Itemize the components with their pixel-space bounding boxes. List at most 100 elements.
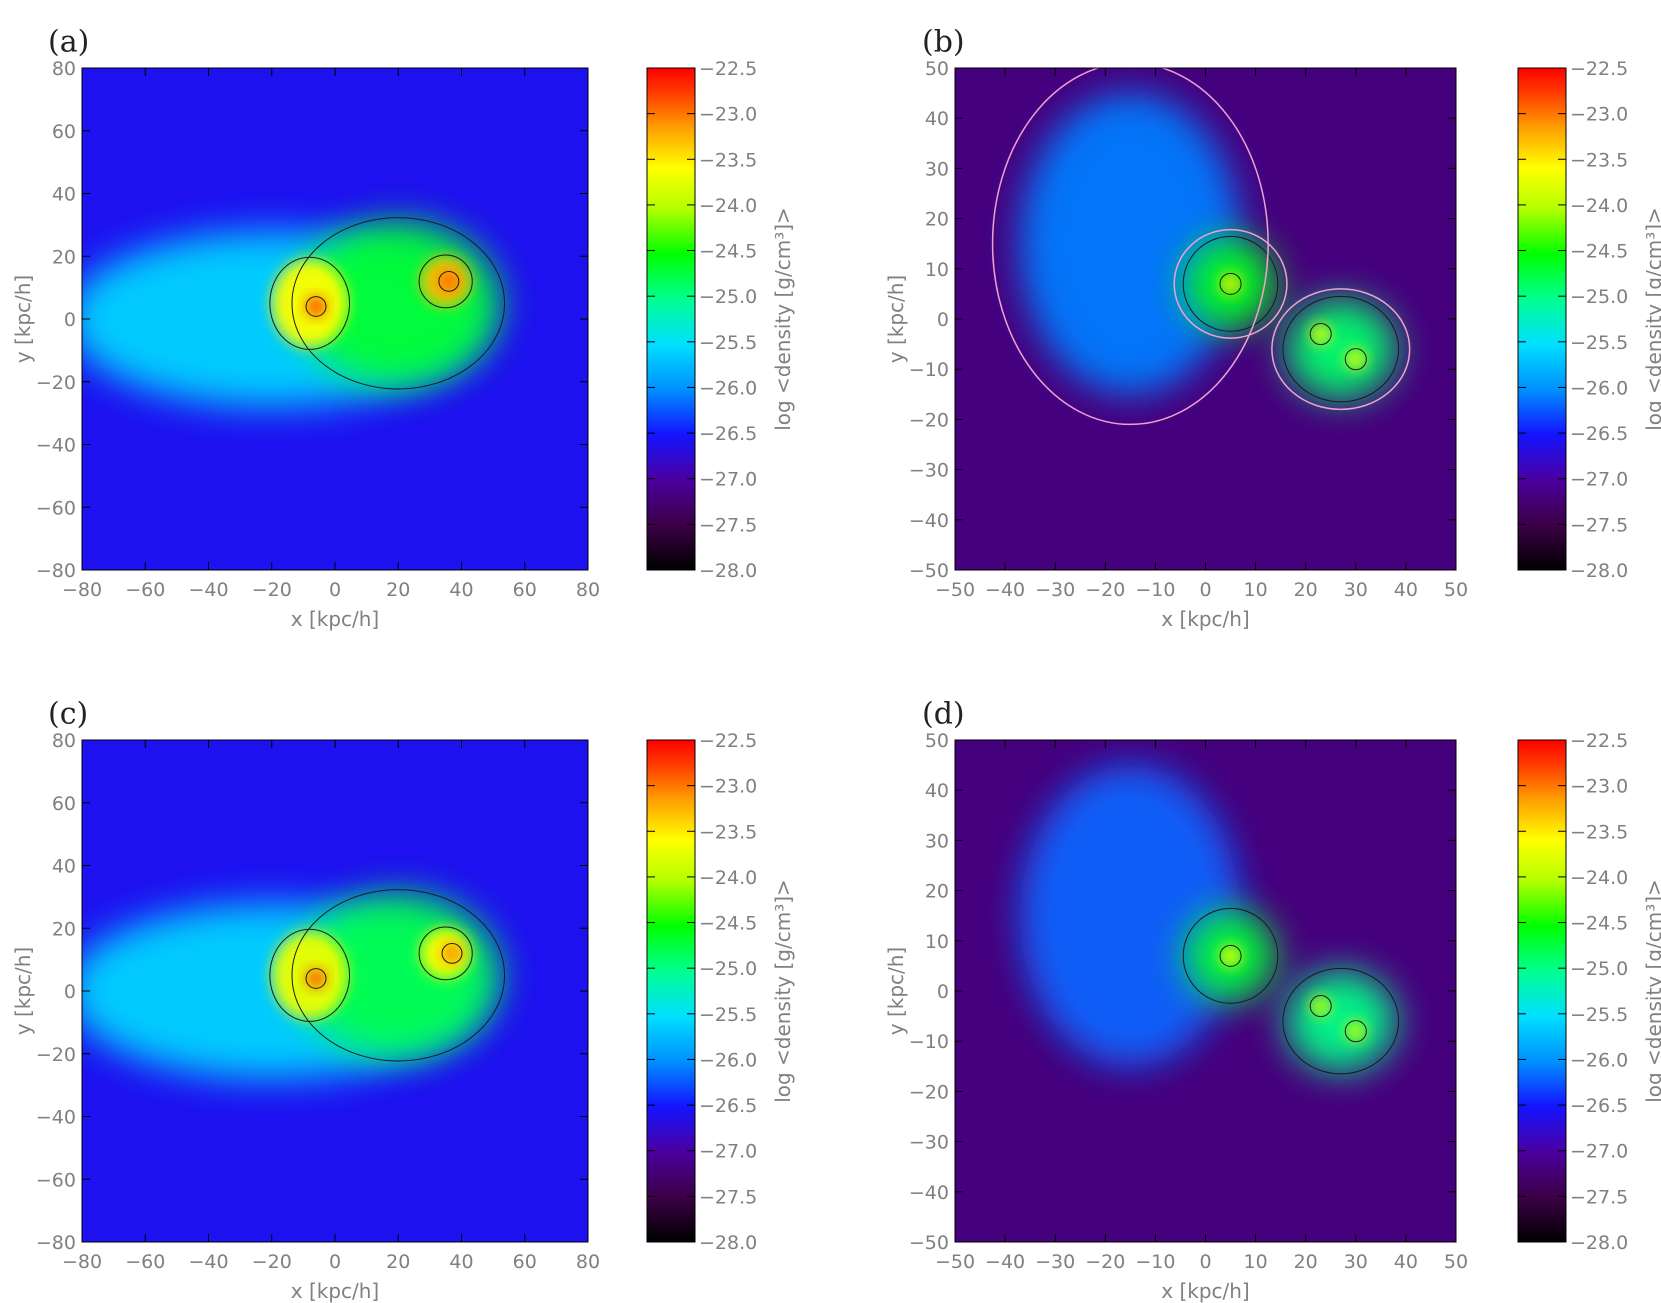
- colorbar-tick-label: −26.5: [699, 423, 757, 445]
- x-tick-label: 40: [449, 579, 473, 601]
- density-blob: [439, 271, 459, 291]
- x-axis-label: x [kpc/h]: [291, 607, 380, 631]
- pink-contour: [1271, 288, 1411, 411]
- y-tick-label: −50: [909, 560, 949, 582]
- colorbar-tick-label: −24.0: [699, 867, 757, 889]
- colorbar-tick-label: −25.0: [699, 286, 757, 308]
- x-tick-label: −40: [985, 1251, 1025, 1273]
- y-axis-label: y [kpc/h]: [884, 275, 908, 364]
- x-tick-label: 40: [1394, 579, 1418, 601]
- x-tick-label: 40: [1394, 1251, 1418, 1273]
- x-tick-label: 30: [1344, 579, 1368, 601]
- density-contour: [418, 926, 473, 981]
- density-blob: [1310, 324, 1331, 345]
- x-tick-label: −20: [252, 579, 292, 601]
- x-tick-label: 40: [449, 1251, 473, 1273]
- panel-d: (d) −50 −40 −30 −20 −10 0 10 20 30 40 50 −50 −40 −30 −2…: [884, 697, 1661, 1303]
- density-contour: [1282, 967, 1400, 1075]
- x-tick-label: 20: [1294, 1251, 1318, 1273]
- density-contour: [305, 968, 327, 989]
- colorbar-tick-label: −26.0: [1570, 1049, 1628, 1071]
- colorbar-tick-label: −23.0: [1570, 104, 1628, 126]
- density-contour: [291, 889, 506, 1062]
- colorbar-tick-label: −24.5: [699, 913, 757, 935]
- y-axis-label: y [kpc/h]: [884, 947, 908, 1036]
- colorbar-tick-label: −27.0: [1570, 469, 1628, 491]
- density-blob: [1220, 945, 1241, 966]
- y-tick-label: 80: [52, 58, 76, 80]
- colorbar-tick-label: −26.0: [699, 377, 757, 399]
- colorbar-tick-label: −25.5: [1570, 1004, 1628, 1026]
- colorbar-tick-label: −26.5: [1570, 423, 1628, 445]
- density-contour: [291, 217, 506, 390]
- colorbar-gradient: [1517, 739, 1567, 1243]
- colorbar-tick-label: −23.5: [699, 821, 757, 843]
- density-blob: [1345, 1021, 1366, 1042]
- y-tick-label: 20: [52, 918, 76, 940]
- density-blob: [442, 943, 462, 963]
- x-tick-label: −50: [935, 1251, 975, 1273]
- y-tick-label: 0: [937, 981, 949, 1003]
- colorbar-tick-label: −23.5: [1570, 149, 1628, 171]
- y-tick-label: 30: [925, 158, 949, 180]
- y-tick-label: 10: [925, 259, 949, 281]
- y-tick-label: −10: [909, 359, 949, 381]
- x-tick-label: −30: [1035, 579, 1075, 601]
- y-tick-label: 30: [925, 830, 949, 852]
- y-tick-label: 60: [52, 793, 76, 815]
- density-blob: [1310, 996, 1331, 1017]
- panel-label: (c): [48, 697, 88, 732]
- colorbar-tick-label: −28.0: [1570, 560, 1628, 582]
- x-tick-label: 10: [1244, 579, 1268, 601]
- colorbar-tick-label: −22.5: [1570, 730, 1628, 752]
- y-tick-label: −50: [909, 1232, 949, 1254]
- density-contour: [1344, 348, 1367, 371]
- x-tick-label: −10: [1135, 579, 1175, 601]
- x-tick-label: −40: [985, 579, 1025, 601]
- colorbar-tick-label: −28.0: [1570, 1232, 1628, 1254]
- colorbar-tick-label: −24.0: [699, 195, 757, 217]
- y-tick-label: −40: [909, 510, 949, 532]
- x-tick-label: 0: [1199, 1251, 1211, 1273]
- panel-b: (b) −50 −40 −30 −20 −10 0 10 20 30 40 50 −50 −40 −30 −2…: [884, 25, 1661, 631]
- colorbar-tick-label: −26.0: [1570, 377, 1628, 399]
- density-contour: [418, 254, 473, 309]
- colorbar-tick-label: −25.0: [1570, 286, 1628, 308]
- x-tick-label: −60: [125, 1251, 165, 1273]
- colorbar-tick-label: −23.0: [699, 104, 757, 126]
- x-tick-label: 0: [1199, 579, 1211, 601]
- y-tick-label: 0: [64, 309, 76, 331]
- x-tick-label: −40: [188, 1251, 228, 1273]
- x-tick-label: 20: [386, 1251, 410, 1273]
- y-tick-label: 20: [925, 881, 949, 903]
- colorbar-tick-label: −27.5: [699, 514, 757, 536]
- x-tick-label: 20: [386, 579, 410, 601]
- heatmap: [82, 68, 588, 570]
- pink-contour: [1173, 228, 1288, 339]
- colorbar-tick-label: −23.5: [699, 149, 757, 171]
- y-axis-label: y [kpc/h]: [11, 275, 35, 364]
- colorbar-tick-label: −26.5: [699, 1095, 757, 1117]
- density-blob: [1285, 970, 1396, 1072]
- colorbar-label: log <density [g/cm³]>: [771, 207, 795, 431]
- colorbar-tick-label: −25.5: [699, 332, 757, 354]
- colorbar-tick-label: −25.5: [1570, 332, 1628, 354]
- density-contour: [1309, 323, 1332, 346]
- x-tick-label: 0: [329, 1251, 341, 1273]
- y-tick-label: 40: [52, 856, 76, 878]
- y-tick-label: −40: [36, 1107, 76, 1129]
- x-tick-label: 0: [329, 579, 341, 601]
- density-blob: [1285, 298, 1396, 400]
- y-tick-label: 50: [925, 58, 949, 80]
- colorbar-tick-label: −25.5: [699, 1004, 757, 1026]
- colorbar-gradient: [1517, 67, 1567, 571]
- colorbar-tick-label: −23.0: [1570, 776, 1628, 798]
- density-contour: [269, 928, 351, 1022]
- panel-a: (a) −80 −60 −40 −20 0 20 40 60 80 −80 −60 −40 −20 0 20 4…: [11, 25, 795, 631]
- y-tick-label: −20: [909, 409, 949, 431]
- colorbar-gradient: [646, 67, 696, 571]
- colorbar-tick-label: −23.5: [1570, 821, 1628, 843]
- colorbar-tick-label: −22.5: [1570, 58, 1628, 80]
- density-blob: [1345, 349, 1366, 370]
- colorbar: −22.5 −23.0 −23.5 −24.0 −24.5 −25.0 −25.5 −26.0…: [1517, 730, 1661, 1254]
